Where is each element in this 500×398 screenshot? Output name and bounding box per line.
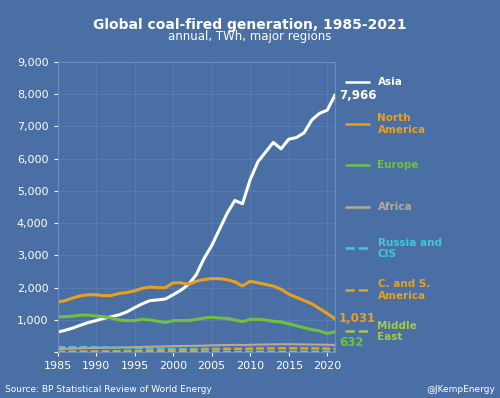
Text: Asia: Asia <box>378 78 402 88</box>
Text: C. and S.
America: C. and S. America <box>378 279 430 301</box>
Text: 1,031: 1,031 <box>339 312 376 326</box>
Text: Russia and
CIS: Russia and CIS <box>378 238 442 259</box>
Text: Global coal-fired generation, 1985-2021: Global coal-fired generation, 1985-2021 <box>93 18 407 32</box>
Text: Africa: Africa <box>378 202 412 212</box>
Text: @JKempEnergy: @JKempEnergy <box>426 385 495 394</box>
Text: Source: BP Statistical Review of World Energy: Source: BP Statistical Review of World E… <box>5 385 212 394</box>
Text: 7,966: 7,966 <box>339 89 376 101</box>
Text: annual, TWh, major regions: annual, TWh, major regions <box>168 30 332 43</box>
Text: Europe: Europe <box>378 160 419 170</box>
Text: 632: 632 <box>339 336 363 349</box>
Text: North
America: North America <box>378 113 426 135</box>
Text: Middle
East: Middle East <box>378 321 417 342</box>
